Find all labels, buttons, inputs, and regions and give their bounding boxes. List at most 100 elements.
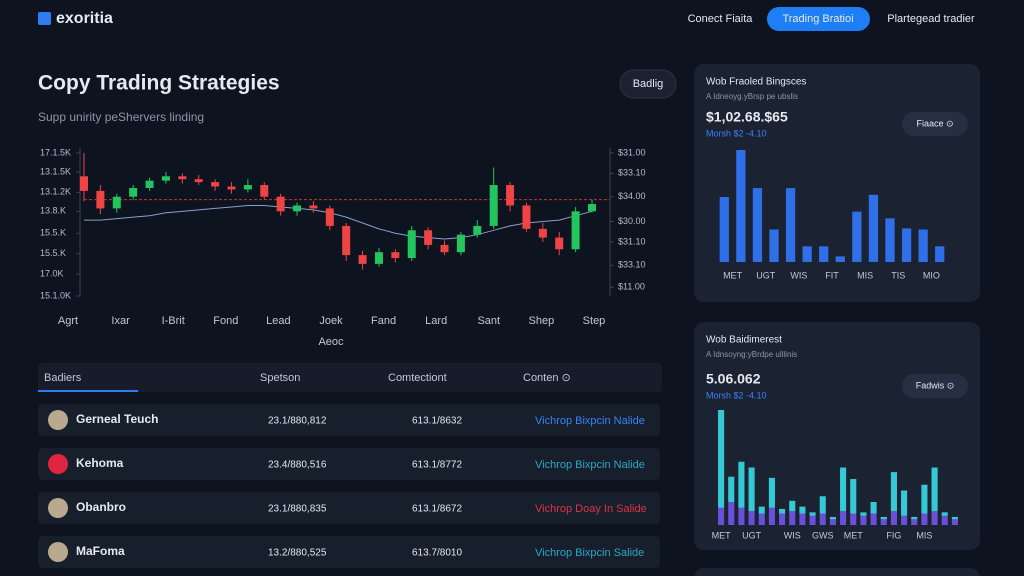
card-title: Wob Baidimerest — [706, 335, 782, 346]
nav-link[interactable]: Conect Fiaita — [688, 13, 754, 25]
card-button[interactable] — [902, 112, 968, 136]
candle-body — [506, 185, 515, 206]
candle-body — [555, 237, 564, 250]
candle-body — [96, 190, 105, 209]
copy-link[interactable]: Vichrop Bixpcin Nalide — [535, 459, 645, 471]
bar-segment — [819, 496, 826, 514]
candle-body — [293, 205, 302, 212]
bar — [769, 229, 779, 262]
bar — [935, 246, 945, 262]
bar-segment — [748, 511, 755, 525]
y2-tick-label: $33.10 — [618, 260, 646, 270]
x-tick-label: Ixar — [111, 315, 130, 327]
trader-name: Gerneal Teuch — [76, 412, 158, 426]
y-tick-label: 15.5.K — [40, 228, 66, 238]
bar — [736, 150, 746, 262]
bar — [885, 218, 895, 262]
bar-segment — [911, 516, 918, 520]
bar-segment — [850, 479, 857, 514]
bar — [852, 211, 862, 262]
bar-segment — [921, 513, 928, 525]
table-row[interactable] — [38, 492, 660, 524]
x-tick-label: Step — [583, 315, 606, 327]
x-tick-label: FIT — [825, 270, 839, 280]
bar-segment — [840, 467, 847, 512]
nav-link[interactable]: Plartegead tradier — [887, 13, 975, 25]
nav-button[interactable] — [767, 7, 870, 31]
bar-segment — [809, 512, 816, 516]
candle-body — [309, 205, 318, 209]
avatar — [48, 542, 68, 562]
y-tick-label: 13.1.2K — [40, 187, 71, 197]
bar-segment — [809, 515, 816, 525]
card-subtitle: A Idnsoyng:yBrdpe ulllinis — [706, 350, 797, 359]
card — [694, 568, 980, 576]
bar-segment — [890, 472, 897, 512]
copy-link[interactable]: Vichrop Bixpcin Salide — [535, 547, 644, 559]
x-tick-label: MIO — [923, 270, 940, 280]
card-change: Morsh $2 -4.10 — [706, 128, 767, 138]
table-header-label: Comtectiont — [388, 372, 447, 384]
x-tick-label: MET — [844, 530, 864, 540]
card-button[interactable] — [902, 374, 968, 398]
bar-segment — [768, 507, 775, 525]
bar-segment — [728, 476, 735, 502]
candle-body — [374, 252, 383, 264]
y2-tick-label: $30.00 — [618, 216, 646, 226]
brand: exoritia — [56, 10, 113, 27]
x-tick-label: TIS — [891, 270, 905, 280]
x-tick-label: I-Brit — [162, 315, 185, 327]
y-tick-label: 17.0K — [40, 268, 64, 278]
x-tick-label: Fand — [371, 315, 396, 327]
cell: 23.1/880,835 — [268, 504, 327, 515]
card-subtitle: A Idneoyg.yBrsp pe ubslis — [706, 92, 798, 101]
cell: 613.7/8010 — [412, 548, 462, 559]
table-row[interactable] — [38, 536, 660, 568]
x-tick-label: WIS — [790, 270, 807, 280]
bar-segment — [789, 500, 796, 512]
avatar — [48, 410, 68, 430]
bar-segment — [768, 477, 775, 508]
card-button-label[interactable]: Fiaace ⊙ — [916, 118, 953, 128]
candle-body — [571, 211, 580, 250]
button[interactable] — [619, 69, 677, 99]
candle-body — [391, 252, 400, 259]
button-label[interactable]: Badlig — [633, 78, 664, 90]
table-header-label: Conten ⊙ — [523, 372, 571, 384]
bar-segment — [829, 519, 836, 525]
card-button-label[interactable]: Fadwis ⊙ — [916, 380, 955, 390]
x-tick-label: Joek — [319, 315, 343, 327]
y-tick-label: 13.8.K — [40, 206, 66, 216]
cell: 613.1/8672 — [412, 504, 462, 515]
trader-name: MaFoma — [76, 544, 125, 558]
bar-segment — [799, 506, 806, 514]
tab-underline — [38, 390, 138, 392]
cell: 23.1/880,812 — [268, 416, 327, 427]
candle-body — [211, 182, 220, 187]
trader-name: Kehoma — [76, 456, 124, 470]
y2-tick-label: $33.10 — [618, 168, 646, 178]
candle-body — [424, 230, 433, 245]
table-row[interactable] — [38, 404, 660, 436]
bar-segment — [860, 512, 867, 516]
nav-link[interactable]: Trading Bratioi — [782, 13, 853, 25]
bar-segment — [779, 513, 786, 525]
table-row[interactable] — [38, 448, 660, 480]
bar-segment — [941, 515, 948, 525]
bar-segment — [819, 513, 826, 525]
copy-link[interactable]: Vichrop Doay In Salide — [535, 503, 647, 515]
subtitle: Supp unirity peShervers linding — [38, 110, 204, 124]
x-tick-label: Sant — [477, 315, 500, 327]
candle-body — [227, 186, 236, 190]
moving-average — [84, 204, 593, 240]
x-tick-label: Fond — [213, 315, 238, 327]
card-title: Wob Fraoled Bingsces — [706, 77, 806, 88]
bar-segment — [829, 516, 836, 520]
copy-link[interactable]: Vichrop Bixpcin Nalide — [535, 415, 645, 427]
table-header — [38, 363, 662, 392]
bar-segment — [738, 507, 745, 525]
bar-segment — [951, 516, 958, 520]
bar — [719, 197, 729, 262]
y2-tick-label: $11.00 — [618, 282, 645, 292]
x-tick-label: GWS — [812, 530, 834, 540]
